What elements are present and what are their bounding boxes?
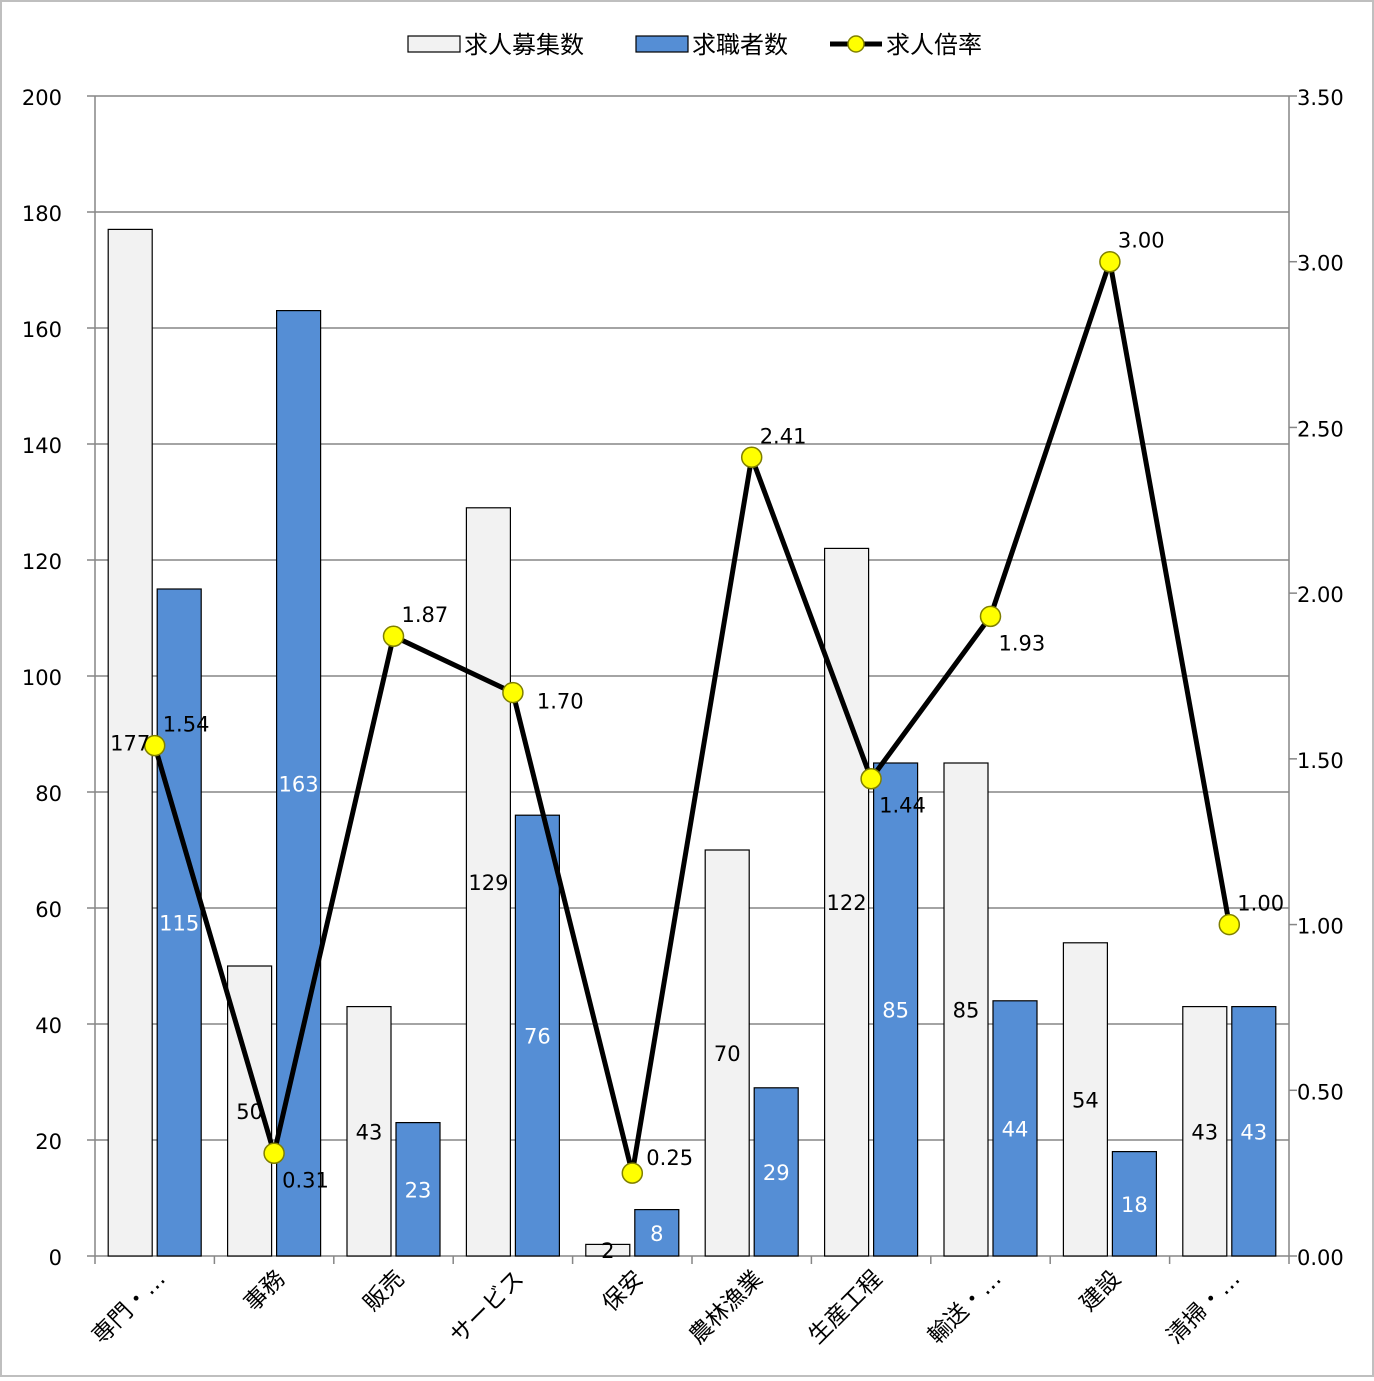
data-label-ratio: 1.70 [537,690,584,714]
ratio-marker [382,625,405,647]
y-left-tick-label: 160 [22,318,62,342]
bar-job-seekers [156,588,202,1257]
data-label-job-openings: 70 [714,1042,741,1066]
y-left-tick-label: 120 [22,550,62,574]
y-right-tick-label: 0.00 [1297,1246,1344,1270]
bar-job-openings [465,507,511,1257]
y-right-tick-label: 1.50 [1297,749,1344,773]
data-label-job-seekers: 23 [405,1178,432,1202]
ratio-marker [740,446,763,469]
data-label-ratio: 1.00 [1237,892,1284,916]
legend-label-ratio: 求人倍率 [886,31,982,59]
data-label-ratio: 1.54 [163,713,210,737]
y-left-tick-label: 0 [49,1246,62,1270]
data-label-job-openings: 122 [827,891,867,915]
y-left-tick-label: 40 [35,1014,62,1038]
y-right-tick-label: 0.50 [1297,1080,1344,1104]
ratio-marker [621,1162,644,1184]
data-label-ratio: 0.25 [646,1146,693,1170]
bar-job-seekers [1231,1005,1277,1257]
legend-swatch-job-seekers [635,35,689,53]
legend-marker-ratio [847,35,865,53]
data-label-job-openings: 85 [953,999,980,1023]
bar-job-seekers [872,762,919,1257]
y-left-tick-label: 20 [35,1130,62,1154]
data-label-ratio: 1.93 [999,631,1046,655]
data-label-job-seekers: 115 [159,912,199,936]
y-right-tick-label: 3.00 [1297,252,1344,276]
bar-job-openings [585,1243,631,1257]
y-left-tick-label: 100 [22,666,62,690]
bar-job-seekers [1111,1150,1158,1257]
ratio-marker [1218,913,1241,936]
data-label-job-seekers: 44 [1002,1117,1029,1141]
y-left-tick-label: 140 [22,434,62,458]
y-right-tick-label: 2.00 [1297,583,1344,607]
legend: 求人募集数 求職者数 求人倍率 [407,31,982,59]
bar-job-seekers [514,814,561,1257]
bar-job-seekers [634,1208,680,1257]
data-label-job-seekers: 18 [1121,1193,1148,1217]
data-label-job-openings: 43 [1191,1120,1218,1144]
bar-job-seekers [276,310,322,1257]
ratio-marker [263,1142,285,1165]
data-label-job-openings: 54 [1072,1088,1099,1112]
y-right-tick-label: 1.00 [1297,915,1344,939]
ratio-marker [860,767,882,790]
data-label-job-openings: 177 [110,732,150,756]
ratio-marker [979,605,1002,628]
legend-swatch-job-openings [407,35,461,53]
bar-job-openings [943,762,989,1257]
bar-job-openings [1062,942,1109,1257]
data-label-ratio: 2.41 [760,424,807,448]
legend-label-job-seekers: 求職者数 [692,31,788,59]
data-label-ratio: 1.44 [879,794,926,818]
bar-job-seekers [992,1000,1038,1257]
y-right-tick-label: 2.50 [1297,417,1344,441]
bar-job-openings [346,1005,392,1257]
data-label-job-openings: 129 [468,871,508,895]
data-label-job-seekers: 43 [1240,1120,1267,1144]
ratio-line [143,250,1241,1184]
ratio-marker [1099,250,1121,273]
ratio-marker [143,734,166,757]
data-label-job-seekers: 76 [524,1025,551,1049]
y-left-tick-label: 180 [22,202,62,226]
data-label-job-seekers: 29 [763,1161,790,1185]
bars [107,228,1277,1257]
y-left-tick-label: 60 [35,898,62,922]
data-labels: 177 115 50 163 43 23 129 76 2 8 70 29 122 85 85 44 54 18 4… [110,229,1284,1263]
data-label-job-seekers: 163 [279,772,319,796]
y-left-tick-label: 200 [22,86,62,110]
data-label-ratio: 1.87 [402,603,449,627]
data-label-job-openings: 2 [601,1239,614,1263]
data-label-job-openings: 50 [236,1100,263,1124]
y-left-tick-label: 80 [35,782,62,806]
legend-label-job-openings: 求人募集数 [464,31,584,59]
data-label-ratio: 3.00 [1118,229,1165,253]
ratio-series-line [152,259,1232,1176]
bar-job-openings [1182,1005,1228,1257]
ratio-marker [502,681,524,704]
data-label-job-openings: 43 [356,1120,383,1144]
data-label-job-seekers: 85 [882,999,909,1023]
data-label-ratio: 0.31 [282,1168,329,1192]
y-right-tick-label: 3.50 [1297,86,1344,110]
data-label-job-seekers: 8 [650,1222,663,1246]
bar-job-seekers [753,1087,799,1257]
bar-job-openings [704,849,750,1257]
bar-job-seekers [395,1121,441,1257]
